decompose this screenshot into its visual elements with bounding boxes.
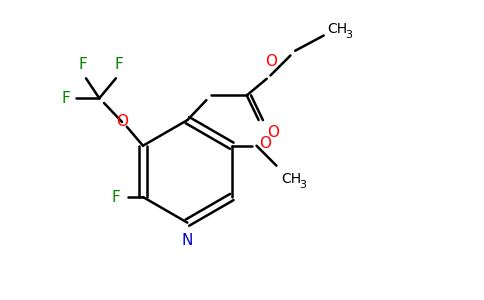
- Text: F: F: [61, 91, 70, 106]
- Text: 3: 3: [345, 30, 352, 40]
- Text: CH: CH: [281, 172, 302, 186]
- Text: O: O: [116, 115, 128, 130]
- Text: N: N: [182, 233, 193, 248]
- Text: O: O: [259, 136, 272, 151]
- Text: F: F: [115, 57, 123, 72]
- Text: F: F: [112, 190, 121, 205]
- Text: 3: 3: [299, 180, 306, 190]
- Text: F: F: [78, 57, 87, 72]
- Text: O: O: [265, 54, 277, 69]
- Text: CH: CH: [327, 22, 347, 36]
- Text: O: O: [267, 125, 279, 140]
